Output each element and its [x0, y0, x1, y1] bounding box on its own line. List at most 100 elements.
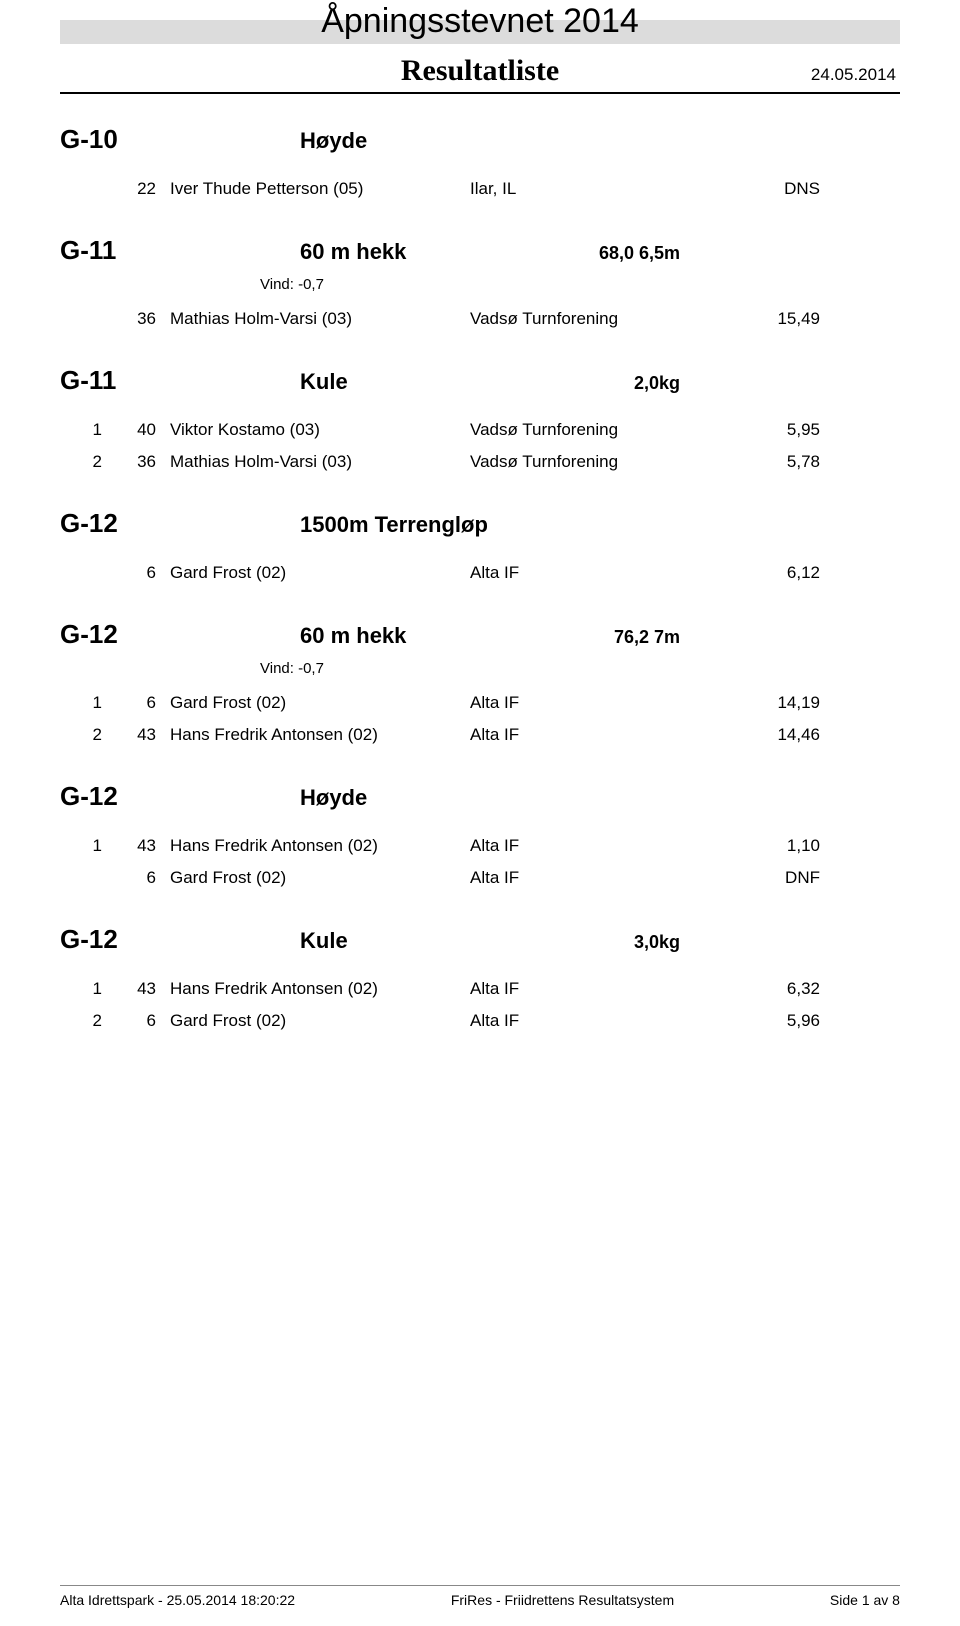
section-event: Kule [300, 369, 348, 395]
section-spec: 68,0 6,5m [599, 243, 680, 264]
result-row: 6Gard Frost (02)Alta IFDNF [60, 862, 900, 894]
page: Åpningsstevnet 2014 Resultatliste 24.05.… [0, 0, 960, 1626]
section-code: G-12 [60, 924, 150, 955]
section-spec: 2,0kg [634, 373, 680, 394]
section-code: G-11 [60, 365, 150, 396]
col-place: 1 [60, 979, 120, 999]
col-name: Gard Frost (02) [170, 868, 470, 888]
col-bib: 36 [120, 452, 170, 472]
col-bib: 43 [120, 836, 170, 856]
section-head: G-1260 m hekk76,2 7m [60, 619, 900, 650]
result-section: G-121500m Terrengløp 6Gard Frost (02)Alta… [60, 508, 900, 589]
section-head: G-121500m Terrengløp [60, 508, 900, 539]
col-bib: 22 [120, 179, 170, 199]
col-bib: 40 [120, 420, 170, 440]
result-row: 36Mathias Holm-Varsi (03)Vadsø Turnforen… [60, 303, 900, 335]
col-bib: 6 [120, 868, 170, 888]
result-row: 26Gard Frost (02)Alta IF5,96 [60, 1005, 900, 1037]
section-code: G-11 [60, 235, 150, 266]
col-club: Alta IF [470, 693, 720, 713]
col-bib: 43 [120, 725, 170, 745]
result-row: 16Gard Frost (02)Alta IF14,19 [60, 687, 900, 719]
col-place: 2 [60, 1011, 120, 1031]
section-spec: 3,0kg [634, 932, 680, 953]
col-club: Ilar, IL [470, 179, 720, 199]
col-name: Gard Frost (02) [170, 563, 470, 583]
footer-right: Side 1 av 8 [830, 1592, 900, 1608]
header-rule [60, 92, 900, 94]
section-head: G-11 60 m hekk 68,0 6,5m [60, 235, 900, 266]
col-name: Mathias Holm-Varsi (03) [170, 452, 470, 472]
result-row: 243Hans Fredrik Antonsen (02)Alta IF14,4… [60, 719, 900, 751]
col-place: 1 [60, 420, 120, 440]
col-club: Alta IF [470, 563, 720, 583]
col-result: 15,49 [720, 309, 820, 329]
subtitle-row: Resultatliste 24.05.2014 [60, 54, 900, 88]
col-club: Alta IF [470, 979, 720, 999]
col-club: Vadsø Turnforening [470, 420, 720, 440]
section-code: G-12 [60, 619, 150, 650]
col-club: Alta IF [470, 836, 720, 856]
col-result: DNS [720, 179, 820, 199]
col-name: Hans Fredrik Antonsen (02) [170, 725, 470, 745]
col-club: Alta IF [470, 725, 720, 745]
result-section: G-12Høyde143Hans Fredrik Antonsen (02)Al… [60, 781, 900, 894]
col-place: 1 [60, 836, 120, 856]
document-date: 24.05.2014 [776, 65, 896, 85]
col-bib: 43 [120, 979, 170, 999]
header-band: Åpningsstevnet 2014 [60, 20, 900, 44]
section-head: G-10 Høyde [60, 124, 900, 155]
col-name: Gard Frost (02) [170, 1011, 470, 1031]
result-section: G-11 Kule 2,0kg 140Viktor Kostamo (03)Vadsø… [60, 365, 900, 478]
col-bib: 6 [120, 693, 170, 713]
col-club: Vadsø Turnforening [470, 452, 720, 472]
col-result: 6,12 [720, 563, 820, 583]
result-section: G-10 Høyde 22Iver Thude Petterson (05)Ilar… [60, 124, 900, 205]
col-place: 1 [60, 693, 120, 713]
section-event: Høyde [300, 128, 367, 154]
result-row: 22Iver Thude Petterson (05)Ilar, ILDNS [60, 173, 900, 205]
col-result: 5,78 [720, 452, 820, 472]
col-bib: 6 [120, 1011, 170, 1031]
section-head: G-12 Kule 3,0kg [60, 924, 900, 955]
wind-label: Vind: -0,7 [260, 276, 900, 293]
col-name: Gard Frost (02) [170, 693, 470, 713]
section-event: 1500m Terrengløp [300, 512, 488, 538]
result-row: 140Viktor Kostamo (03)Vadsø Turnforening… [60, 414, 900, 446]
footer-center: FriRes - Friidrettens Resultatsystem [451, 1592, 674, 1608]
section-code: G-10 [60, 124, 150, 155]
page-title: Åpningsstevnet 2014 [60, 2, 900, 41]
col-club: Vadsø Turnforening [470, 309, 720, 329]
col-result: DNF [720, 868, 820, 888]
col-name: Viktor Kostamo (03) [170, 420, 470, 440]
col-name: Hans Fredrik Antonsen (02) [170, 979, 470, 999]
col-place: 2 [60, 725, 120, 745]
sections-container: G-10Høyde22Iver Thude Petterson (05)Ilar… [60, 124, 900, 1037]
col-result: 5,96 [720, 1011, 820, 1031]
section-head: G-11 Kule 2,0kg [60, 365, 900, 396]
section-code: G-12 [60, 781, 150, 812]
section-spec: 76,2 7m [614, 627, 680, 648]
section-event: Kule [300, 928, 348, 954]
col-result: 5,95 [720, 420, 820, 440]
col-name: Iver Thude Petterson (05) [170, 179, 470, 199]
result-row: 143Hans Fredrik Antonsen (02)Alta IF1,10 [60, 830, 900, 862]
col-bib: 36 [120, 309, 170, 329]
footer: Alta Idrettspark - 25.05.2014 18:20:22 F… [60, 1585, 900, 1608]
result-section: G-1260 m hekk76,2 7m Vind: -0,7 16Gard Fro… [60, 619, 900, 751]
result-section: G-11 60 m hekk 68,0 6,5m Vind: -0,7 36Mathia… [60, 235, 900, 335]
wind-label: Vind: -0,7 [260, 660, 900, 677]
result-section: G-12 Kule 3,0kg 143Hans Fredrik Antonsen (0… [60, 924, 900, 1037]
section-event: 60 m hekk [300, 239, 406, 265]
col-result: 14,19 [720, 693, 820, 713]
col-name: Mathias Holm-Varsi (03) [170, 309, 470, 329]
result-row: 6Gard Frost (02)Alta IF6,12 [60, 557, 900, 589]
col-club: Alta IF [470, 868, 720, 888]
section-event: Høyde [300, 785, 367, 811]
col-result: 14,46 [720, 725, 820, 745]
result-row: 143Hans Fredrik Antonsen (02)Alta IF6,32 [60, 973, 900, 1005]
col-result: 6,32 [720, 979, 820, 999]
col-place: 2 [60, 452, 120, 472]
col-result: 1,10 [720, 836, 820, 856]
col-club: Alta IF [470, 1011, 720, 1031]
